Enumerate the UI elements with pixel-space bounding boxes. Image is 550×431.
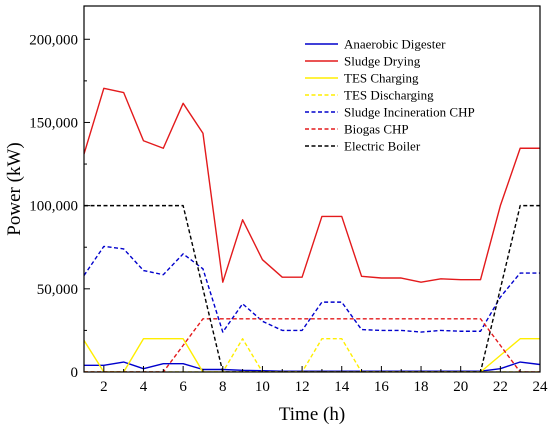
series-layer (84, 87, 540, 372)
y-axis: 0 50,000 100,000 150,000 200,000 (29, 32, 90, 381)
x-tick-label: 18 (414, 379, 429, 395)
x-axis-label: Time (h) (279, 404, 345, 425)
series-line-anaerobic-digester (84, 361, 540, 372)
x-tick-label: 16 (374, 379, 390, 395)
series-line-electric-boiler (84, 204, 540, 372)
series-line-tes-charging (84, 338, 540, 372)
series-line-biogas-chp (84, 318, 540, 372)
legend-label-tes-charging: TES Charging (344, 71, 419, 86)
y-tick-label: 100,000 (29, 199, 78, 215)
legend-label-sludge-drying: Sludge Drying (344, 54, 421, 69)
y-tick-label: 200,000 (29, 32, 78, 48)
y-tick-label: 150,000 (29, 115, 78, 131)
y-tick-label: 50,000 (37, 282, 78, 298)
x-tick-label: 22 (493, 379, 508, 395)
plot-frame (83, 5, 541, 373)
y-tick-label: 0 (71, 365, 79, 381)
legend-label-biogas-chp: Biogas CHP (344, 122, 409, 137)
x-tick-label: 14 (334, 379, 350, 395)
legend: Anaerobic Digester Sludge Drying TES Charg… (305, 37, 475, 154)
x-tick-label: 24 (533, 379, 549, 395)
x-tick-label: 4 (140, 379, 148, 395)
x-tick-label: 2 (100, 379, 108, 395)
y-axis-label: Power (kW) (4, 142, 25, 235)
legend-label-sludge-incineration-chp: Sludge Incineration CHP (344, 105, 475, 120)
series-line-sludge-drying (84, 87, 540, 283)
x-tick-label: 12 (295, 379, 310, 395)
series-line-tes-discharging (84, 338, 540, 372)
x-tick-label: 20 (453, 379, 468, 395)
x-axis: 2 4 6 8 10 12 14 16 18 20 22 24 (83, 366, 549, 395)
x-tick-label: 8 (219, 379, 227, 395)
legend-label-electric-boiler: Electric Boiler (344, 139, 421, 154)
legend-label-tes-discharging: TES Discharging (344, 88, 434, 103)
x-tick-label: 6 (179, 379, 187, 395)
x-tick-label: 10 (255, 379, 270, 395)
legend-label-anaerobic-digester: Anaerobic Digester (344, 37, 446, 52)
series-line-sludge-incineration-chp (84, 245, 540, 333)
